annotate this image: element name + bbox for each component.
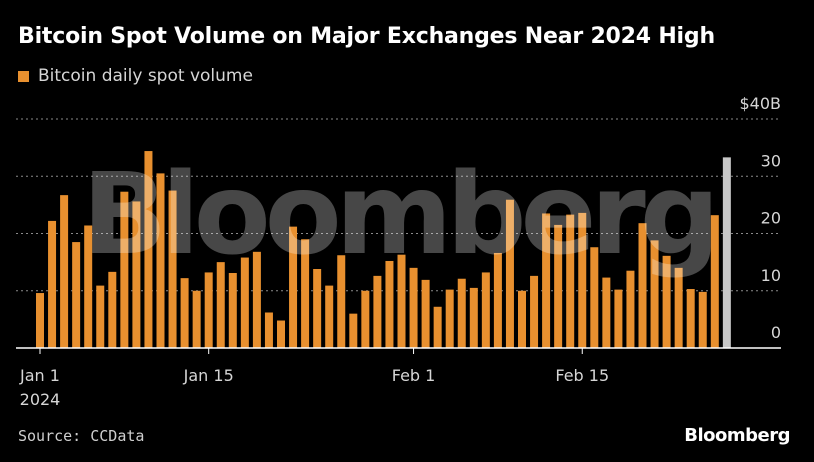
bar	[662, 255, 671, 348]
bar	[156, 173, 165, 348]
x-tick-label: 2024	[20, 390, 61, 409]
bar	[301, 239, 310, 348]
bar	[204, 272, 213, 348]
y-tick-label: 30	[761, 151, 781, 170]
x-tick-label: Feb 15	[555, 366, 609, 385]
y-tick-label: 10	[761, 266, 781, 285]
bar	[289, 226, 298, 348]
bar	[168, 190, 177, 348]
bar	[578, 212, 587, 348]
bar	[373, 275, 382, 348]
legend: Bitcoin daily spot volume	[18, 66, 253, 86]
bar	[590, 247, 599, 348]
bar	[469, 287, 478, 348]
bar	[433, 306, 442, 348]
bar	[96, 285, 105, 348]
bar	[132, 201, 141, 348]
bar	[313, 269, 322, 348]
bar	[542, 213, 551, 348]
brand-logo: Bloomberg	[684, 425, 790, 446]
source-note: Source: CCData	[18, 427, 145, 445]
y-tick-label: $40B	[739, 94, 781, 113]
bar	[349, 313, 358, 348]
y-tick-label: 20	[761, 209, 781, 228]
bar	[493, 252, 502, 348]
bar	[361, 290, 370, 348]
bar	[638, 223, 647, 348]
bar	[566, 214, 575, 348]
bar	[674, 267, 683, 348]
bar	[144, 151, 153, 348]
bar	[481, 272, 490, 348]
legend-label: Bitcoin daily spot volume	[38, 66, 253, 86]
legend-swatch	[18, 70, 29, 82]
bar	[530, 275, 539, 348]
chart-title: Bitcoin Spot Volume on Major Exchanges N…	[18, 24, 715, 49]
bar	[698, 291, 707, 348]
bar	[397, 254, 406, 348]
bar	[72, 242, 81, 348]
bar	[180, 278, 189, 348]
bar-highlight	[722, 157, 731, 348]
bar	[505, 199, 514, 348]
x-tick-label: Jan 15	[183, 366, 234, 385]
bar	[409, 267, 418, 348]
bar	[120, 191, 129, 348]
bar	[337, 255, 346, 348]
bar	[325, 285, 334, 348]
x-tick-label: Feb 1	[392, 366, 436, 385]
bar	[264, 312, 273, 348]
bar	[277, 320, 285, 348]
bar	[228, 273, 237, 348]
bar	[84, 225, 93, 348]
bar	[108, 271, 117, 348]
bar	[240, 257, 249, 348]
bar	[192, 290, 201, 348]
bar	[710, 215, 719, 348]
y-tick-label: 0	[771, 323, 781, 342]
bar	[445, 289, 454, 348]
bar	[36, 293, 44, 348]
bar	[457, 278, 466, 348]
bar	[626, 270, 635, 348]
bar	[48, 220, 57, 348]
bar	[554, 224, 563, 348]
x-tick-label: Jan 1	[19, 366, 60, 385]
bar	[518, 290, 526, 348]
bar	[252, 251, 261, 348]
bar	[421, 279, 430, 348]
bar	[614, 289, 623, 348]
bar	[686, 289, 695, 348]
bar	[216, 262, 225, 349]
bar	[602, 277, 611, 348]
bar	[385, 260, 394, 348]
bar	[60, 195, 69, 348]
bar	[650, 240, 659, 348]
